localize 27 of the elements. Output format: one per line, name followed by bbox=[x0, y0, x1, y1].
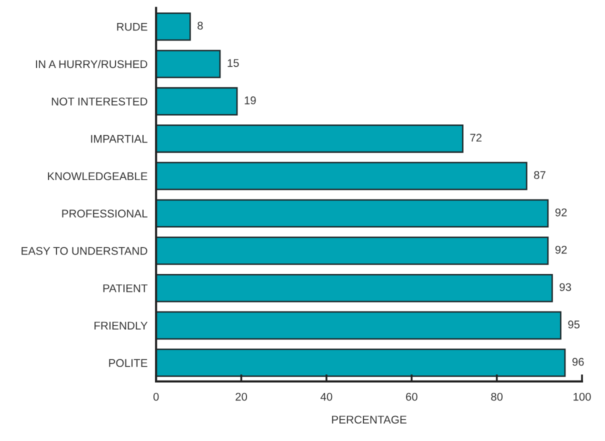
data-label: 96 bbox=[572, 358, 584, 366]
data-label: 95 bbox=[568, 320, 580, 328]
y-tick-label: IN A HURRY/RUSHED bbox=[36, 60, 148, 68]
data-label: 15 bbox=[228, 59, 239, 67]
data-label: 92 bbox=[555, 246, 567, 254]
data-label: 87 bbox=[534, 171, 546, 180]
x-tick-label: 40 bbox=[320, 392, 332, 401]
y-tick-label: PATIENT bbox=[103, 284, 148, 292]
y-tick-label: KNOWLEDGEABLE bbox=[48, 172, 148, 180]
data-label: 72 bbox=[470, 134, 482, 142]
data-label: 93 bbox=[560, 283, 572, 292]
x-axis-title: PERCENTAGE bbox=[332, 416, 406, 424]
y-tick-label: NOT INTERESTED bbox=[52, 98, 148, 106]
x-tick-label: 100 bbox=[574, 392, 591, 401]
y-tick-label: EASY TO UNDERSTAND bbox=[22, 247, 148, 255]
data-label: 92 bbox=[555, 208, 567, 216]
data-label: 19 bbox=[244, 96, 256, 104]
y-tick-label: POLITE bbox=[109, 359, 148, 367]
y-tick-label: IMPARTIAL bbox=[91, 135, 148, 143]
x-tick-label: 0 bbox=[153, 392, 159, 401]
data-label: 8 bbox=[198, 22, 203, 30]
x-tick-label: 60 bbox=[406, 392, 418, 401]
x-tick-label: 80 bbox=[491, 392, 503, 401]
y-tick-label: PROFESSIONAL bbox=[62, 210, 148, 218]
x-tick-label: 20 bbox=[236, 392, 248, 401]
y-tick-label: FRIENDLY bbox=[94, 322, 148, 330]
y-tick-label: RUDE bbox=[117, 22, 148, 31]
